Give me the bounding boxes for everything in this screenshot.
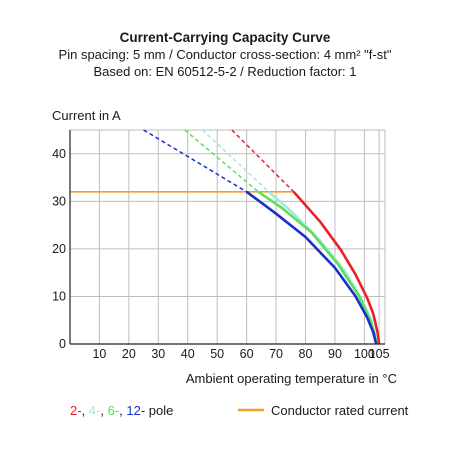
x-tick-label-30: 30: [151, 347, 165, 361]
legend-pole-series: 2-, 4-, 6-, 12- pole: [70, 403, 173, 418]
series-lines: [70, 129, 381, 345]
legend-rated-current-label: Conductor rated current: [271, 403, 409, 418]
y-tick-label-40: 40: [52, 147, 66, 161]
chart-subtitle-line-1: Pin spacing: 5 mm / Conductor cross-sect…: [58, 47, 392, 62]
series-4-dashed-line: [201, 129, 270, 193]
legend-series-2: 2-: [70, 403, 82, 418]
legend-series-12: 12-: [126, 403, 145, 418]
series-2-dashed-line: [231, 129, 295, 193]
series-12-solid-line: [245, 190, 378, 345]
chart-subtitle-line-2: Based on: EN 60512-5-2 / Reduction facto…: [93, 64, 357, 79]
x-tick-label-20: 20: [122, 347, 136, 361]
y-tick-label-0: 0: [59, 337, 66, 351]
x-tick-label-50: 50: [210, 347, 224, 361]
x-tick-label-105: 105: [369, 347, 390, 361]
y-tick-label-10: 10: [52, 289, 66, 303]
x-tick-label-10: 10: [92, 347, 106, 361]
series-2-solid-line: [292, 190, 381, 345]
x-tick-label-100: 100: [354, 347, 375, 361]
legend-series-4: 4-: [89, 403, 101, 418]
x-tick-label-60: 60: [240, 347, 254, 361]
x-tick-label-80: 80: [299, 347, 313, 361]
legend-separator: ,: [119, 403, 126, 418]
y-tick-label-20: 20: [52, 242, 66, 256]
chart-title: Current-Carrying Capacity Curve: [119, 30, 331, 45]
y-axis-label: Current in A: [52, 108, 121, 123]
legend-separator: ,: [100, 403, 107, 418]
y-tick-label-30: 30: [52, 194, 66, 208]
chart-title-block: Current-Carrying Capacity Curve Pin spac…: [0, 30, 450, 80]
series-12-dashed-line: [143, 129, 247, 193]
x-tick-label-90: 90: [328, 347, 342, 361]
legend-pole-suffix: pole: [145, 403, 173, 418]
axes: [69, 130, 385, 345]
series-4-solid-line: [267, 190, 378, 345]
legend: 2-, 4-, 6-, 12- pole Conductor rated cur…: [70, 403, 409, 418]
x-tick-label-70: 70: [269, 347, 283, 361]
series-6-dashed-line: [184, 129, 259, 193]
x-axis-label: Ambient operating temperature in °C: [186, 371, 397, 386]
legend-separator: ,: [82, 403, 89, 418]
legend-series-6: 6-: [108, 403, 120, 418]
grid: [70, 129, 386, 344]
x-tick-label-40: 40: [181, 347, 195, 361]
